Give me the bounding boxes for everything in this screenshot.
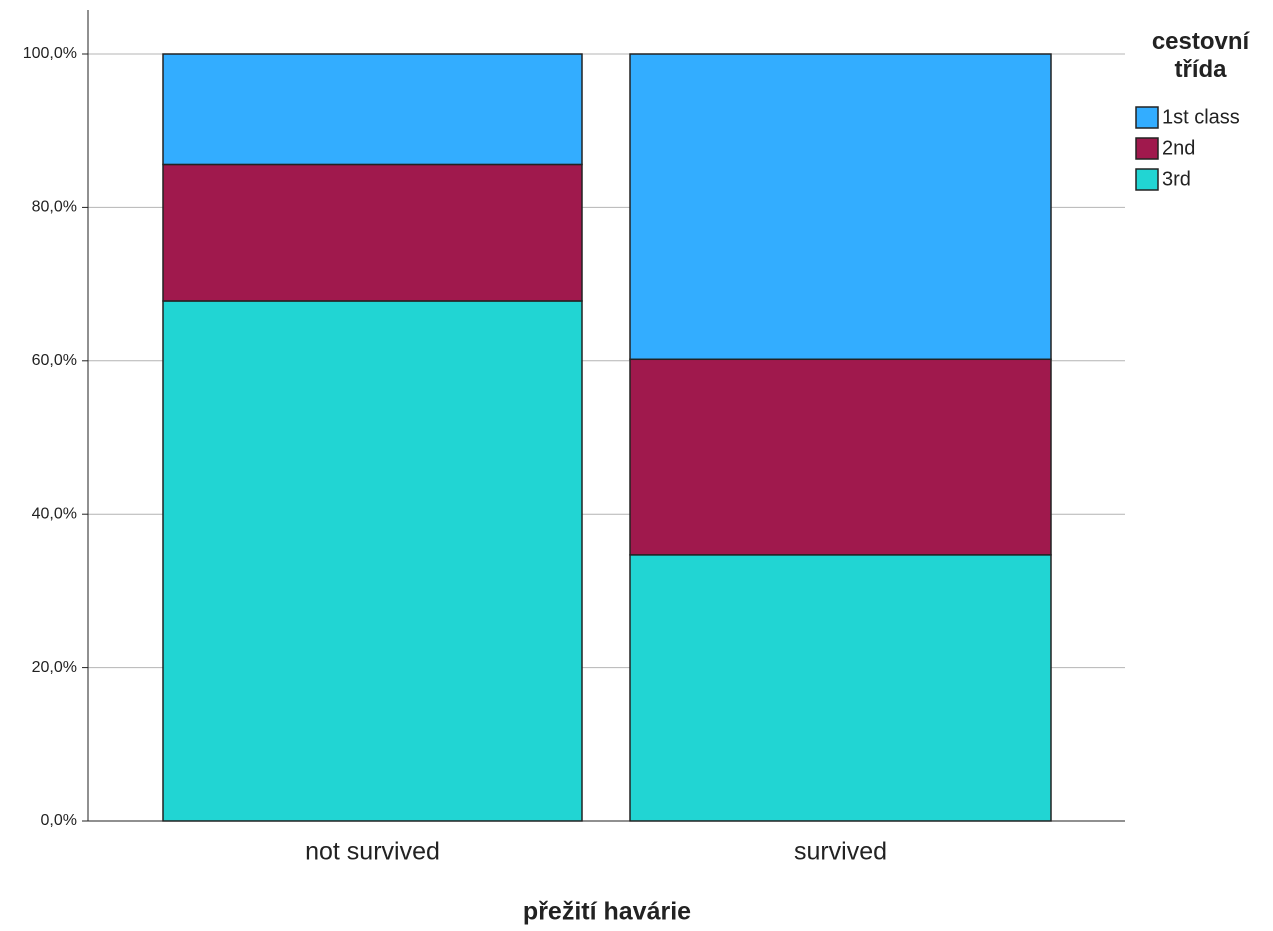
legend-swatch [1135, 137, 1159, 160]
legend-swatch [1135, 106, 1159, 129]
bar-segment [162, 53, 583, 166]
bar-segment [629, 53, 1052, 361]
bar-segment [629, 554, 1052, 822]
y-tick-label: 100,0% [23, 45, 77, 62]
y-tick-label: 60,0% [32, 352, 77, 369]
bar-segment [162, 300, 583, 822]
bar-segment [629, 358, 1052, 556]
x-tick-label: not survived [305, 838, 440, 866]
legend-label: 3rd [1162, 168, 1191, 190]
y-tick-label: 0,0% [41, 812, 77, 829]
x-tick-label: survived [794, 838, 887, 866]
legend-label: 1st class [1162, 106, 1240, 128]
legend-label: 2nd [1162, 137, 1195, 159]
y-tick-label: 40,0% [32, 505, 77, 522]
bar-segment [162, 163, 583, 302]
legend-swatch [1135, 168, 1159, 191]
x-axis-title: přežití havárie [523, 898, 691, 926]
y-tick-label: 20,0% [32, 659, 77, 676]
y-tick-label: 80,0% [32, 199, 77, 216]
legend-title: cestovní třída [1151, 28, 1250, 83]
